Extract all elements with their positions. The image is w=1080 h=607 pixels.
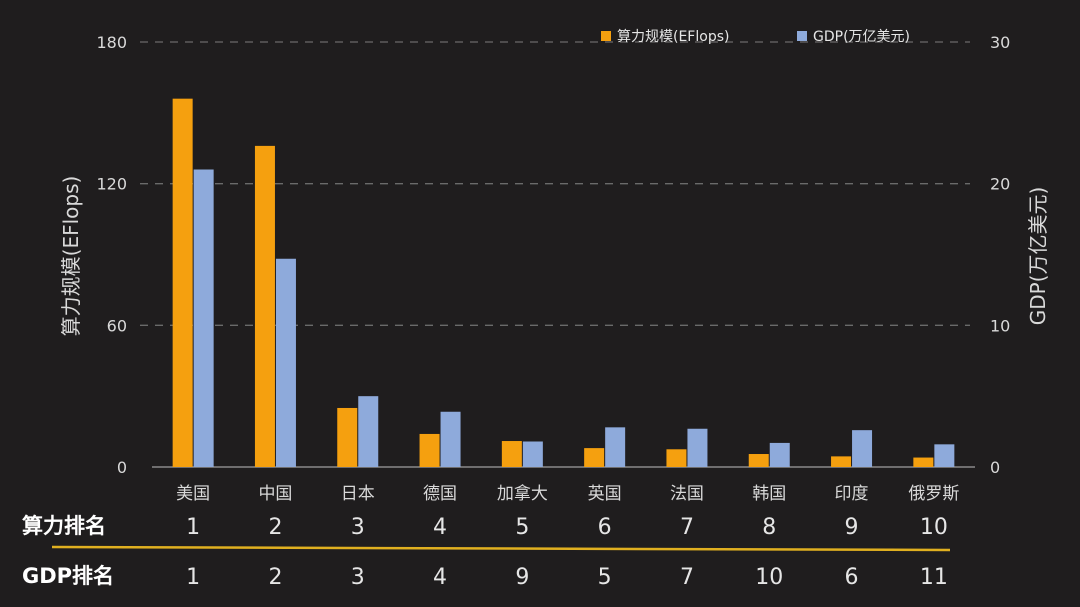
compute-rank-value: 1 bbox=[186, 515, 200, 540]
bar-compute bbox=[254, 145, 275, 467]
left-axis-title: 算力规模(EFlops) bbox=[59, 176, 83, 337]
category-label: 英国 bbox=[588, 484, 622, 504]
bar-gdp bbox=[769, 442, 790, 467]
bar-gdp bbox=[522, 441, 543, 467]
category-label: 俄罗斯 bbox=[908, 484, 959, 504]
left-tick-label: 0 bbox=[117, 458, 127, 477]
compute-rank-value: 3 bbox=[351, 515, 365, 540]
category-label: 美国 bbox=[176, 484, 210, 504]
bar-gdp bbox=[852, 430, 873, 467]
bar-gdp bbox=[687, 428, 708, 467]
right-tick-label: 30 bbox=[990, 33, 1010, 52]
category-label: 中国 bbox=[258, 484, 292, 504]
compute-rank-value: 6 bbox=[598, 515, 612, 540]
gdp-rank-row: 1 2 3 4 9 5 7 10 6 11 bbox=[186, 565, 948, 590]
compute-rank-value: 10 bbox=[920, 515, 948, 540]
compute-rank-value: 2 bbox=[268, 515, 282, 540]
bar-compute bbox=[172, 98, 193, 468]
compute-rank-value: 9 bbox=[845, 515, 859, 540]
compute-rank-label: 算力排名 bbox=[22, 514, 106, 538]
bar-compute bbox=[748, 454, 769, 467]
gdp-rank-value: 2 bbox=[268, 565, 282, 590]
left-tick-label: 180 bbox=[96, 33, 127, 52]
right-axis-ticks: 0 10 20 30 bbox=[990, 33, 1010, 477]
gdp-rank-value: 10 bbox=[755, 565, 783, 590]
bar-gdp bbox=[440, 411, 461, 467]
category-labels: 美国 中国 日本 德国 加拿大 英国 法国 韩国 印度 俄罗斯 bbox=[176, 483, 959, 504]
gdp-rank-value: 3 bbox=[351, 565, 365, 590]
legend-swatch-compute bbox=[601, 31, 611, 41]
left-tick-label: 60 bbox=[107, 316, 127, 335]
gdp-rank-value: 6 bbox=[845, 565, 859, 590]
right-tick-label: 0 bbox=[990, 458, 1000, 477]
legend: 算力规模(EFlops) GDP(万亿美元) bbox=[601, 29, 910, 45]
category-label: 加拿大 bbox=[497, 483, 548, 504]
compute-rank-value: 4 bbox=[433, 515, 447, 540]
bar-gdp bbox=[358, 396, 379, 467]
category-label: 日本 bbox=[341, 484, 375, 504]
gdp-rank-value: 4 bbox=[433, 565, 447, 590]
right-tick-label: 10 bbox=[990, 316, 1010, 335]
gdp-rank-value: 5 bbox=[598, 565, 612, 590]
bar-gdp bbox=[605, 427, 626, 467]
legend-label-gdp: GDP(万亿美元) bbox=[813, 29, 910, 45]
gdp-rank-value: 11 bbox=[920, 565, 948, 590]
left-tick-label: 120 bbox=[96, 175, 127, 194]
bar-compute bbox=[666, 449, 687, 467]
category-label: 印度 bbox=[835, 484, 869, 504]
bar-gdp bbox=[934, 444, 955, 467]
bar-compute bbox=[913, 457, 934, 467]
bar-gdp bbox=[193, 169, 214, 467]
bar-compute bbox=[419, 433, 440, 467]
gdp-rank-value: 1 bbox=[186, 565, 200, 590]
legend-label-compute: 算力规模(EFlops) bbox=[617, 29, 729, 45]
left-axis-ticks: 0 60 120 180 bbox=[96, 33, 127, 477]
bar-gdp bbox=[275, 258, 296, 467]
category-label: 德国 bbox=[423, 484, 457, 504]
rank-separator bbox=[51, 545, 951, 552]
bar-compute bbox=[831, 456, 852, 467]
legend-swatch-gdp bbox=[797, 31, 807, 41]
category-label: 韩国 bbox=[752, 484, 786, 504]
compute-rank-value: 8 bbox=[762, 515, 776, 540]
compute-rank-row: 1 2 3 4 5 6 7 8 9 10 bbox=[186, 515, 948, 540]
right-axis-title: GDP(万亿美元) bbox=[1026, 187, 1050, 326]
bar-compute bbox=[584, 448, 605, 467]
rank-table: 算力排名 1 2 3 4 5 6 7 8 9 10 GDP排名 1 2 3 4 9 5 7 10 6 11 bbox=[22, 514, 951, 590]
gdp-rank-value: 7 bbox=[680, 565, 694, 590]
bars bbox=[172, 98, 955, 468]
category-label: 法国 bbox=[670, 484, 704, 504]
compute-rank-value: 7 bbox=[680, 515, 694, 540]
compute-rank-value: 5 bbox=[515, 515, 529, 540]
right-tick-label: 20 bbox=[990, 175, 1010, 194]
bar-compute bbox=[501, 441, 522, 467]
gdp-rank-value: 9 bbox=[515, 565, 529, 590]
bar-compute bbox=[337, 407, 358, 467]
gdp-rank-label: GDP排名 bbox=[22, 564, 114, 588]
